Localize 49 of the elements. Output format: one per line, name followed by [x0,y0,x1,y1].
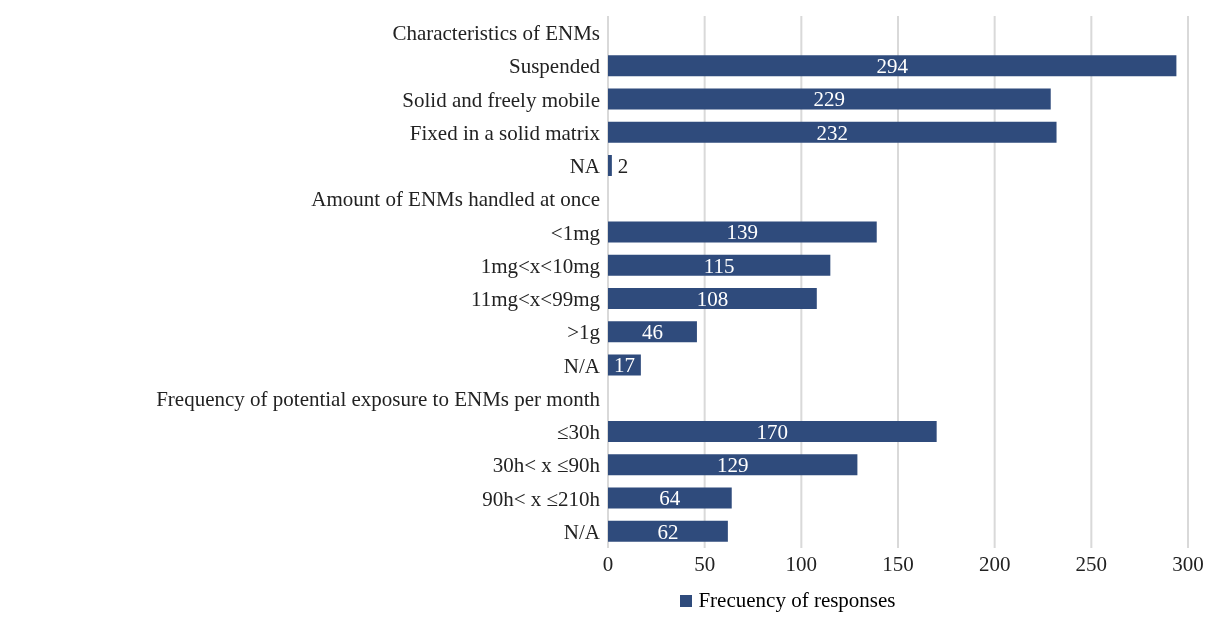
data-label: 294 [876,54,909,79]
y-tick-label: N/A [563,353,601,378]
bar [608,221,877,243]
bar [608,121,1057,143]
x-tick-label: 250 [1075,551,1108,576]
y-tick-label: Suspended [509,54,601,79]
y-tick-label: N/A [563,519,601,544]
data-label: 115 [703,253,735,278]
data-label: 17 [613,353,635,378]
x-tick-label: 0 [602,551,614,576]
bar [608,420,937,442]
y-tick-label: NA [569,154,601,179]
y-tick-label: 1mg<x<10mg [480,253,601,278]
y-tick-label: ≤30h [556,420,601,445]
bar [608,287,817,309]
y-tick-label: Solid and freely mobile [402,87,600,112]
y-tick-label: >1g [567,320,601,345]
data-label: 229 [813,87,846,112]
data-label: 170 [756,419,789,444]
y-tick-label: 90h< x ≤210h [482,486,601,511]
data-label: 46 [641,320,663,345]
x-tick-label: 50 [694,551,716,576]
bar [608,154,612,176]
data-label: 232 [816,120,849,145]
bar [608,321,697,343]
bar [608,454,858,476]
y-tick-label: 30h< x ≤90h [492,453,601,478]
y-tick-label: 11mg<x<99mg [470,287,601,312]
y-tick-label: Amount of ENMs handled at once [311,187,600,212]
bar [608,55,1177,77]
x-tick-label: 150 [882,551,914,576]
bar [608,487,732,509]
data-label: 108 [696,286,729,311]
y-tick-label: Fixed in a solid matrix [409,120,601,145]
y-tick-label: <1mg [550,220,601,245]
data-label: 139 [726,220,759,245]
legend-label: Frecuency of responses [697,588,896,613]
x-tick-label: 100 [785,551,818,576]
bar [608,88,1051,110]
y-tick-label: Characteristics of ENMs [392,21,600,46]
x-tick-label: 200 [978,551,1011,576]
y-tick-label: Frequency of potential exposure to ENMs per month [156,386,601,411]
bar [608,254,831,276]
x-tick-label: 300 [1172,551,1204,576]
bar [608,520,728,542]
data-label: 2 [617,153,629,178]
data-label: 129 [716,453,749,478]
data-label: 64 [659,486,681,511]
data-label: 62 [657,519,679,544]
